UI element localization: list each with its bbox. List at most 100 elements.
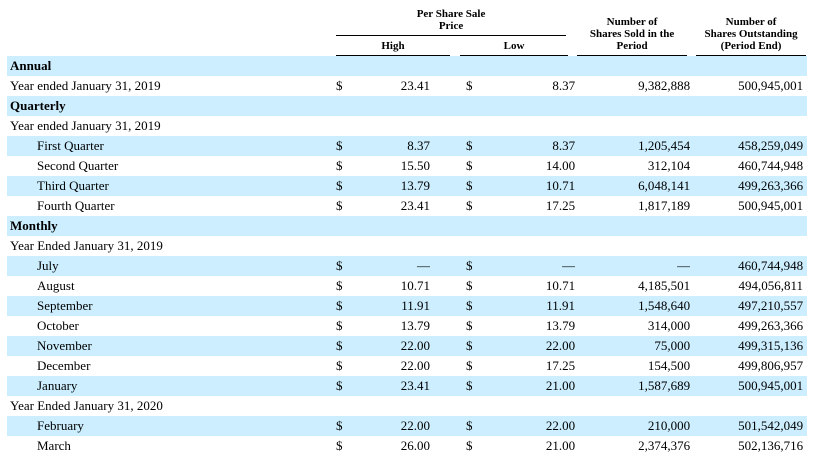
- table-row: March $26.00 $21.00 2,374,376 502,136,716: [7, 436, 807, 456]
- column-gap-cell: [430, 316, 460, 336]
- column-gap-cell: [430, 356, 460, 376]
- row-label-cell: December: [37, 358, 91, 373]
- table-row: February $22.00 $22.00 210,000 501,542,049: [7, 416, 808, 436]
- high-dollar-sign-cell: $: [336, 278, 343, 293]
- high-value-cell: 13.79: [400, 178, 430, 193]
- low-dollar-sign-cell: $: [466, 438, 473, 453]
- high-value-cell: 22.00: [400, 418, 430, 433]
- shares-sold-value-cell: 9,382,888: [638, 78, 691, 93]
- low-value-cell: 10.71: [545, 278, 576, 293]
- shares-sold-value-cell: 6,048,141: [638, 178, 691, 193]
- high-dollar-sign-cell: $: [336, 178, 343, 193]
- low-value-cell: 21.00: [545, 378, 576, 393]
- table-row: Year Ended January 31, 2020: [7, 396, 807, 416]
- shares-sold-column-header: Number of Shares Sold in the Period: [575, 0, 690, 56]
- column-gap-cell: [430, 416, 460, 436]
- shares-outstanding-value-cell: 499,315,136: [738, 338, 804, 353]
- table-body: Annual Year ended January 31, 2019 $23.41 $…: [7, 56, 808, 456]
- high-dollar-sign-cell: $: [336, 258, 343, 273]
- table-row: Quarterly: [7, 96, 808, 116]
- column-gap-cell: [430, 256, 460, 276]
- row-label-cell: Year ended January 31, 2019: [10, 78, 161, 93]
- shares-outstanding-value-cell: 500,945,001: [738, 78, 804, 93]
- shares-sold-value-cell: 2,374,376: [638, 438, 691, 453]
- high-value-cell: 11.91: [401, 298, 430, 313]
- low-value-cell: 14.00: [545, 158, 576, 173]
- header-label-spacer: [7, 0, 330, 56]
- table-header: Per Share Sale Price Number of Shares So…: [7, 0, 807, 56]
- shares-sold-value-cell: 4,185,501: [638, 278, 691, 293]
- low-dollar-sign-cell: $: [466, 258, 473, 273]
- shares-sold-value-cell: 210,000: [647, 418, 691, 433]
- shares-outstanding-value-cell: 460,744,948: [738, 258, 804, 273]
- low-dollar-sign-cell: $: [466, 78, 473, 93]
- shares-outstanding-value-cell: 499,806,957: [738, 358, 804, 373]
- shares-sold-value-cell: 1,548,640: [638, 298, 691, 313]
- shares-outstanding-column-header: Number of Shares Outstanding (Period End…: [690, 0, 807, 56]
- table-row: July $ — $ — — 460,744,948: [7, 256, 808, 276]
- row-label-cell: February: [37, 418, 84, 433]
- column-gap-cell: [430, 276, 460, 296]
- row-label-cell: October: [37, 318, 79, 333]
- table-row: Second Quarter $15.50 $14.00 312,104 460,744…: [7, 156, 807, 176]
- period-label-cell: Year Ended January 31, 2020: [10, 398, 163, 413]
- low-value-cell: —: [562, 258, 576, 273]
- shares-outstanding-value-cell: 458,259,049: [738, 138, 804, 153]
- high-value-cell: 26.00: [400, 438, 430, 453]
- high-value-cell: 23.41: [400, 378, 430, 393]
- row-label-cell: Third Quarter: [37, 178, 109, 193]
- high-dollar-sign-cell: $: [336, 318, 343, 333]
- row-label-cell: First Quarter: [37, 138, 104, 153]
- high-dollar-sign-cell: $: [336, 378, 343, 393]
- high-dollar-sign-cell: $: [336, 298, 343, 313]
- shares-outstanding-value-cell: 500,945,001: [738, 198, 804, 213]
- shares-outstanding-value-cell: 497,210,557: [738, 298, 804, 313]
- row-label-cell: Second Quarter: [37, 158, 119, 173]
- column-gap-cell: [430, 176, 460, 196]
- period-label-cell: Year Ended January 31, 2019: [10, 238, 163, 253]
- section-heading-cell: Annual: [10, 58, 52, 73]
- shares-outstanding-value-cell: 499,263,366: [738, 318, 804, 333]
- low-dollar-sign-cell: $: [466, 338, 473, 353]
- column-gap-cell: [430, 376, 460, 396]
- shares-sold-label: Number of Shares Sold in the Period: [589, 16, 675, 52]
- column-gap-cell: [430, 76, 460, 96]
- shares-outstanding-value-cell: 494,056,811: [738, 278, 804, 293]
- low-value-cell: 22.00: [545, 338, 576, 353]
- high-column-header: High: [330, 36, 460, 56]
- table-row: Year Ended January 31, 2019: [7, 236, 807, 256]
- shares-sold-value-cell: 75,000: [654, 338, 691, 353]
- low-value-cell: 8.37: [552, 78, 576, 93]
- shares-sold-value-cell: 154,500: [647, 358, 691, 373]
- low-dollar-sign-cell: $: [466, 178, 473, 193]
- high-value-cell: 22.00: [400, 358, 430, 373]
- per-share-sale-price-label: Per Share Sale Price: [416, 8, 486, 32]
- table-row: November $22.00 $22.00 75,000 499,315,136: [7, 336, 808, 356]
- high-dollar-sign-cell: $: [336, 438, 343, 453]
- row-label-cell: March: [37, 438, 71, 453]
- shares-outstanding-value-cell: 501,542,049: [738, 418, 804, 433]
- high-dollar-sign-cell: $: [336, 158, 343, 173]
- column-gap-cell: [430, 436, 460, 456]
- low-value-cell: 10.71: [545, 178, 576, 193]
- column-gap-cell: [430, 196, 460, 216]
- low-value-cell: 11.91: [546, 298, 576, 313]
- row-label-cell: November: [37, 338, 92, 353]
- table-row: Year ended January 31, 2019 $23.41 $8.37 9,…: [7, 76, 807, 96]
- table-row: January $23.41 $21.00 1,587,689 500,945,001: [7, 376, 808, 396]
- low-dollar-sign-cell: $: [466, 158, 473, 173]
- high-dollar-sign-cell: $: [336, 198, 343, 213]
- section-heading-cell: Quarterly: [10, 98, 66, 113]
- high-value-cell: 13.79: [400, 318, 430, 333]
- shares-sold-value-cell: 312,104: [647, 158, 691, 173]
- row-label-cell: August: [37, 278, 75, 293]
- low-dollar-sign-cell: $: [466, 418, 473, 433]
- high-value-cell: —: [417, 258, 430, 273]
- low-dollar-sign-cell: $: [466, 318, 473, 333]
- row-label-cell: July: [37, 258, 59, 273]
- high-value-cell: 22.00: [400, 338, 430, 353]
- table-row: Year ended January 31, 2019: [7, 116, 807, 136]
- low-value-cell: 17.25: [545, 198, 576, 213]
- shares-outstanding-label: Number of Shares Outstanding (Period End…: [704, 16, 798, 52]
- table-row: Third Quarter $13.79 $10.71 6,048,141 499,26…: [7, 176, 808, 196]
